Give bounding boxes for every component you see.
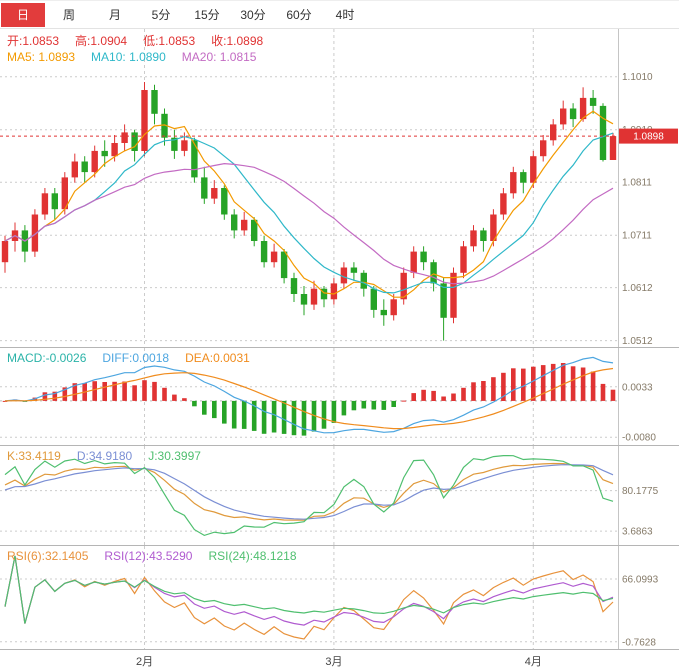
rsi-panel[interactable]: RSI(6):32.1405 RSI(12):43.5290 RSI(24):48.… — [0, 545, 679, 649]
tab-30分[interactable]: 30分 — [240, 7, 266, 22]
candles — [1, 82, 617, 341]
ohlc-legend: 开:1.0853 高:1.0904 低:1.0853 收:1.0898 — [7, 32, 279, 49]
legend-item: RSI(24):48.1218 — [208, 549, 297, 563]
macd-histogram — [0, 363, 618, 436]
legend-item: MACD:-0.0026 — [7, 351, 87, 365]
legend-item: 开:1.0853 — [7, 34, 60, 48]
tab-60分[interactable]: 60分 — [286, 7, 312, 22]
kdj-panel[interactable]: K:33.4119 D:34.9180 J:30.3997 80.1775 3.686… — [0, 445, 679, 545]
svg-text:1.0898: 1.0898 — [633, 132, 664, 143]
indicator-lines — [4, 356, 614, 434]
macd-panel[interactable]: MACD:-0.0026 DIFF:0.0018 DEA:0.0031 0.0033… — [0, 347, 679, 445]
legend-item: 低:1.0853 — [143, 34, 196, 48]
kdj-chart[interactable]: 80.1775 3.6863 — [0, 446, 679, 545]
legend-item: MA10: 1.0890 — [91, 50, 166, 64]
tab-日[interactable]: 日 — [1, 2, 45, 27]
last-price-line: 1.0898 — [0, 128, 678, 144]
x-tick-4月: 4月 — [524, 656, 542, 668]
macd-chart[interactable]: 0.0033 -0.0080 — [0, 348, 679, 445]
svg-text:3.6863: 3.6863 — [622, 527, 653, 538]
indicator-lines — [4, 555, 614, 640]
legend-item: RSI(6):32.1405 — [7, 549, 89, 563]
legend-item: RSI(12):43.5290 — [104, 549, 193, 563]
ma-lines — [4, 110, 614, 298]
legend-item: 收:1.0898 — [211, 34, 264, 48]
svg-text:1.0811: 1.0811 — [622, 178, 652, 189]
tab-4时[interactable]: 4时 — [335, 7, 355, 22]
svg-text:-0.0080: -0.0080 — [622, 433, 656, 444]
grid: 80.1775 3.6863 — [0, 446, 659, 545]
tab-5分[interactable]: 5分 — [151, 7, 171, 22]
legend-item: MA20: 1.0815 — [181, 50, 257, 64]
legend-item: K:33.4119 — [7, 449, 61, 463]
indicator-lines — [4, 454, 614, 537]
tab-周[interactable]: 周 — [62, 7, 75, 22]
tab-月[interactable]: 月 — [108, 7, 121, 22]
rsi-legend: RSI(6):32.1405 RSI(12):43.5290 RSI(24):48.… — [7, 549, 313, 563]
svg-text:1.1010: 1.1010 — [622, 72, 653, 83]
svg-text:66.0993: 66.0993 — [622, 575, 659, 586]
tab-15分[interactable]: 15分 — [194, 7, 220, 22]
ma-legend: MA5: 1.0893 MA10: 1.0890 MA20: 1.0815 — [7, 50, 272, 64]
svg-text:1.0512: 1.0512 — [622, 336, 653, 347]
legend-item: DEA:0.0031 — [185, 351, 250, 365]
legend-item: J:30.3997 — [148, 449, 201, 463]
kdj-legend: K:33.4119 D:34.9180 J:30.3997 — [7, 449, 217, 463]
x-tick-3月: 3月 — [325, 656, 343, 668]
legend-item: 高:1.0904 — [75, 34, 128, 48]
timeframe-toolbar: 日 周 月 5分 15分 30分 60分 4时 — [0, 1, 679, 29]
price-panel[interactable]: 开:1.0853 高:1.0904 低:1.0853 收:1.0898 MA5: 1.… — [0, 29, 679, 347]
legend-item: DIFF:0.0018 — [102, 351, 170, 365]
candlestick-chart[interactable]: 1.10101.09101.08111.07111.06121.05121.08… — [0, 29, 679, 347]
svg-text:1.0612: 1.0612 — [622, 283, 653, 294]
legend-item: MA5: 1.0893 — [7, 50, 76, 64]
svg-text:80.1775: 80.1775 — [622, 486, 659, 497]
rsi-chart[interactable]: 66.0993 -0.7628 — [0, 546, 679, 649]
macd-legend: MACD:-0.0026 DIFF:0.0018 DEA:0.0031 — [7, 351, 266, 365]
svg-text:1.0711: 1.0711 — [622, 231, 652, 242]
svg-text:-0.7628: -0.7628 — [622, 637, 656, 648]
x-tick-2月: 2月 — [135, 656, 154, 668]
svg-text:0.0033: 0.0033 — [622, 382, 653, 393]
x-axis: 2月 3月 4月 — [0, 649, 679, 668]
legend-item: D:34.9180 — [76, 449, 133, 463]
